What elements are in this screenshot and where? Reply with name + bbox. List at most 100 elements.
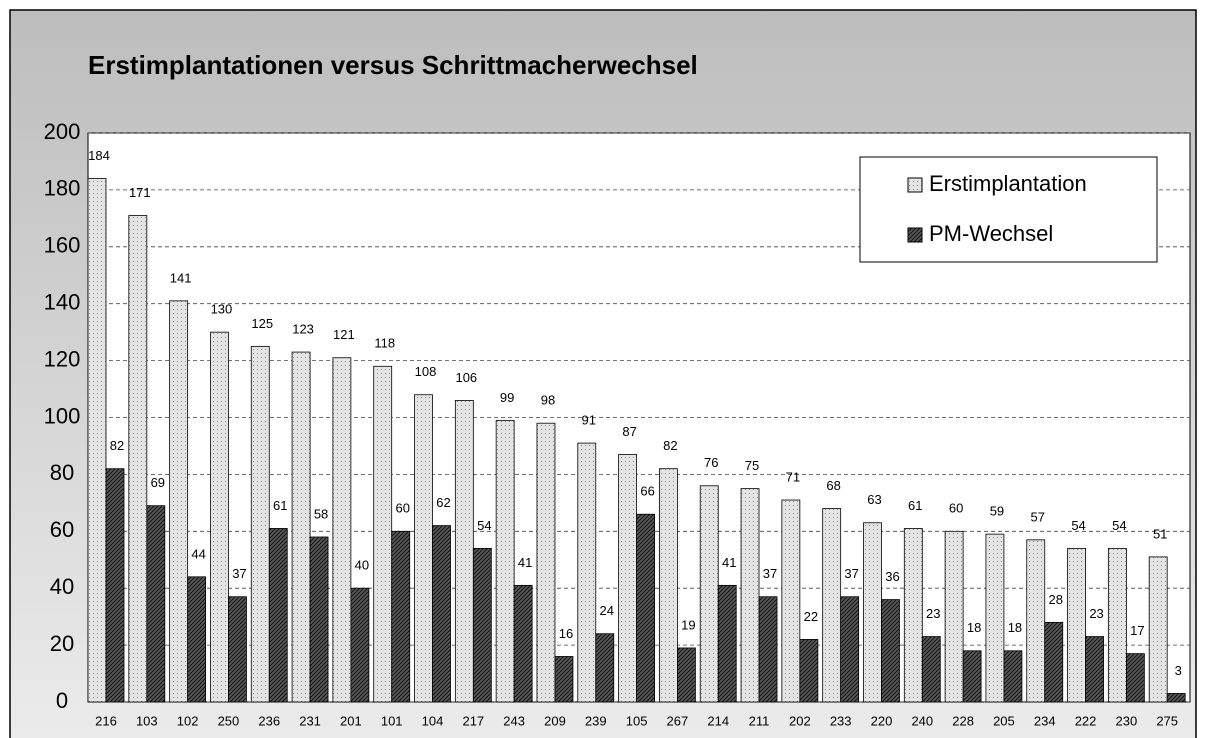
- bar: [1125, 653, 1145, 703]
- bar: [740, 488, 760, 703]
- data-label: 22: [804, 609, 818, 624]
- y-tick-label: 100: [44, 403, 81, 428]
- x-tick-label: 222: [1075, 713, 1097, 728]
- data-label: 87: [622, 424, 636, 439]
- bar: [472, 547, 492, 703]
- y-tick-label: 80: [50, 460, 74, 485]
- x-tick-label: 228: [952, 713, 974, 728]
- y-tick-label: 160: [44, 233, 81, 258]
- bar: [495, 419, 515, 703]
- bar: [677, 647, 696, 703]
- data-label: 91: [582, 413, 596, 428]
- bar: [840, 596, 860, 703]
- data-label: 68: [826, 478, 840, 493]
- data-label: 54: [1071, 518, 1085, 533]
- x-tick-label: 243: [503, 713, 525, 728]
- data-label: 58: [314, 506, 328, 521]
- x-tick-label: 201: [340, 713, 362, 728]
- y-tick-label: 60: [50, 517, 74, 542]
- data-label: 36: [885, 569, 899, 584]
- legend-box: [859, 156, 1158, 263]
- data-label: 123: [292, 322, 314, 337]
- data-label: 69: [151, 475, 165, 490]
- x-tick-label: 209: [544, 713, 566, 728]
- bar: [618, 454, 637, 703]
- y-tick-label: 20: [50, 631, 74, 656]
- data-label: 61: [273, 498, 287, 513]
- bar: [128, 215, 148, 703]
- x-tick-label: 230: [1116, 713, 1138, 728]
- data-label: 16: [559, 626, 573, 641]
- data-label: 41: [722, 555, 736, 570]
- data-label: 118: [374, 336, 395, 351]
- bar: [903, 528, 923, 703]
- chart-title: Erstimplantationen versus Schrittmacherw…: [88, 50, 698, 80]
- bar: [863, 522, 882, 703]
- x-tick-label: 214: [707, 713, 729, 728]
- data-label: 130: [211, 302, 233, 317]
- data-label: 59: [990, 504, 1004, 519]
- bar: [1003, 650, 1023, 703]
- x-tick-label: 217: [462, 713, 484, 728]
- y-tick-label: 200: [44, 119, 81, 144]
- data-label: 75: [745, 458, 759, 473]
- data-label: 108: [415, 364, 437, 379]
- data-label: 184: [88, 148, 110, 163]
- data-label: 51: [1153, 526, 1167, 541]
- bar: [636, 513, 655, 703]
- bar: [985, 533, 1005, 703]
- bar: [373, 365, 393, 703]
- bar: [332, 357, 352, 703]
- data-label: 99: [500, 390, 514, 405]
- data-label: 40: [355, 558, 369, 573]
- data-label: 18: [967, 620, 981, 635]
- data-label: 60: [395, 501, 409, 516]
- data-label: 37: [232, 566, 246, 581]
- bar: [146, 505, 166, 703]
- bar: [699, 485, 719, 703]
- x-tick-label: 231: [299, 713, 321, 728]
- bar: [881, 599, 900, 703]
- bar: [1107, 547, 1127, 703]
- x-tick-label: 101: [381, 713, 403, 728]
- x-tick-label: 103: [136, 713, 158, 728]
- x-tick-label: 220: [871, 713, 893, 728]
- x-tick-label: 240: [911, 713, 933, 728]
- data-label: 23: [1089, 606, 1103, 621]
- data-label: 66: [640, 484, 654, 499]
- x-tick-label: 216: [95, 713, 117, 728]
- data-label: 19: [681, 617, 695, 632]
- x-tick-label: 104: [422, 713, 444, 728]
- data-label: 63: [867, 492, 881, 507]
- bar: [536, 422, 556, 703]
- x-tick-label: 202: [789, 713, 811, 728]
- x-tick-label: 275: [1156, 713, 1178, 728]
- bar: [659, 468, 678, 703]
- bar: [595, 633, 615, 703]
- data-label: 71: [786, 469, 800, 484]
- bar: [944, 530, 964, 703]
- legend-swatch: [907, 177, 923, 193]
- x-tick-label: 236: [258, 713, 280, 728]
- bar: [350, 587, 370, 703]
- data-label: 141: [170, 270, 192, 285]
- bar: [577, 442, 597, 703]
- legend-label: Erstimplantation: [929, 171, 1087, 196]
- data-label: 18: [1008, 620, 1022, 635]
- bar: [414, 394, 433, 703]
- bar: [962, 650, 982, 703]
- y-tick-label: 140: [44, 290, 81, 315]
- bar: [169, 300, 189, 703]
- data-label: 37: [844, 566, 858, 581]
- bar: [432, 525, 451, 703]
- bar: [554, 656, 574, 703]
- bar: [758, 596, 778, 703]
- data-label: 17: [1130, 623, 1144, 638]
- x-tick-label: 205: [993, 713, 1015, 728]
- data-label: 106: [455, 370, 477, 385]
- data-label: 98: [541, 393, 555, 408]
- bar: [87, 178, 107, 703]
- data-label: 23: [926, 606, 940, 621]
- x-tick-label: 234: [1034, 713, 1056, 728]
- data-label: 44: [191, 546, 205, 561]
